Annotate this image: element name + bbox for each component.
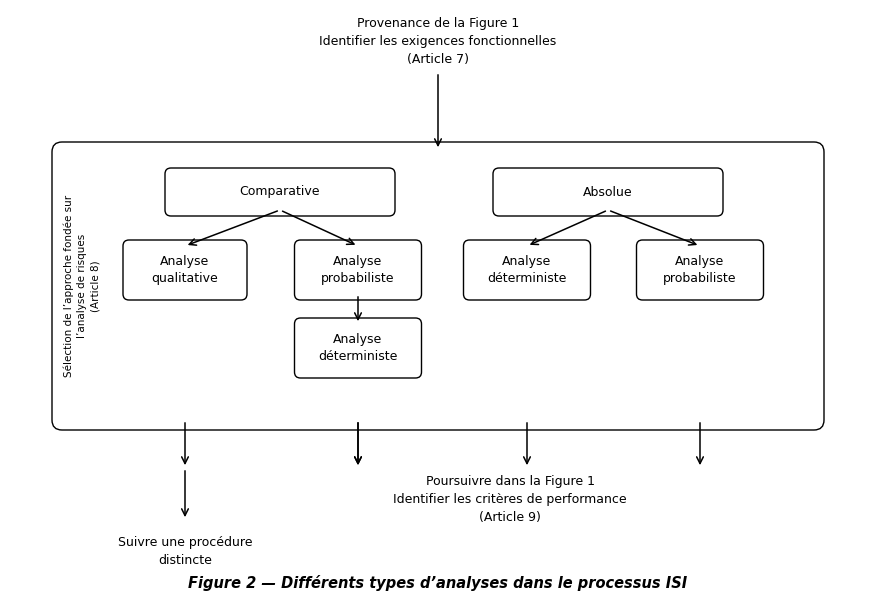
Text: Analyse
probabiliste: Analyse probabiliste — [663, 255, 737, 285]
FancyBboxPatch shape — [165, 168, 395, 216]
Text: Analyse
probabiliste: Analyse probabiliste — [321, 255, 395, 285]
Text: Analyse
déterministe: Analyse déterministe — [487, 255, 567, 285]
FancyBboxPatch shape — [52, 142, 824, 430]
Text: Poursuivre dans la Figure 1
Identifier les critères de performance
(Article 9): Poursuivre dans la Figure 1 Identifier l… — [393, 475, 627, 524]
Text: Analyse
qualitative: Analyse qualitative — [152, 255, 218, 285]
FancyBboxPatch shape — [123, 240, 247, 300]
Text: Figure 2 — Différents types d’analyses dans le processus ISI: Figure 2 — Différents types d’analyses d… — [188, 575, 688, 591]
Text: Sélection de l’approche fondée sur
l’analyse de risques
(Article 8): Sélection de l’approche fondée sur l’ana… — [64, 195, 101, 377]
FancyBboxPatch shape — [493, 168, 723, 216]
Text: Analyse
déterministe: Analyse déterministe — [318, 333, 398, 363]
FancyBboxPatch shape — [637, 240, 764, 300]
FancyBboxPatch shape — [463, 240, 590, 300]
FancyBboxPatch shape — [294, 240, 421, 300]
Text: Absolue: Absolue — [583, 185, 632, 198]
FancyBboxPatch shape — [294, 318, 421, 378]
Text: Provenance de la Figure 1
Identifier les exigences fonctionnelles
(Article 7): Provenance de la Figure 1 Identifier les… — [320, 18, 556, 66]
Text: Comparative: Comparative — [240, 185, 321, 198]
Text: Suivre une procédure
distincte: Suivre une procédure distincte — [117, 536, 252, 567]
